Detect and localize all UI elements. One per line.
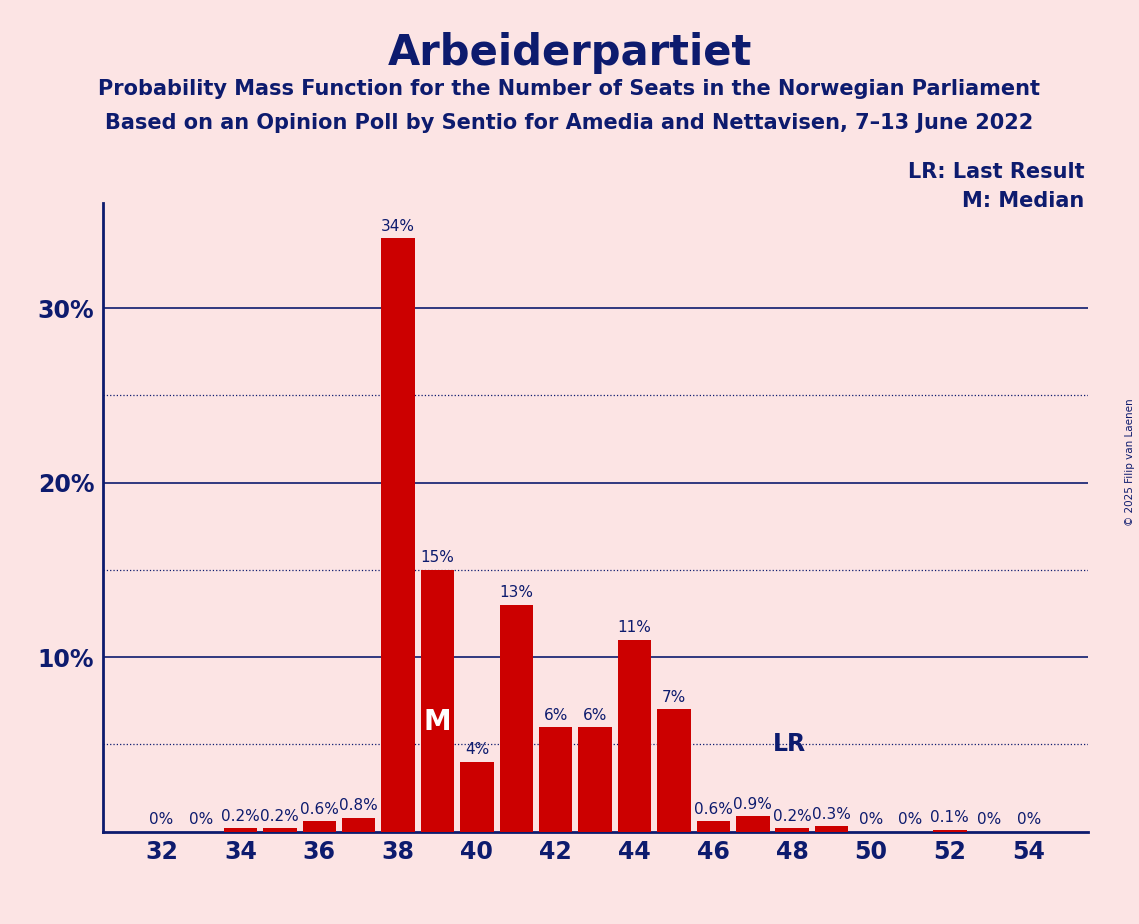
Text: M: Median: M: Median xyxy=(962,191,1084,212)
Bar xyxy=(500,604,533,832)
Text: 0.8%: 0.8% xyxy=(339,798,378,813)
Text: M: M xyxy=(424,708,451,736)
Bar xyxy=(303,821,336,832)
Text: Arbeiderpartiet: Arbeiderpartiet xyxy=(387,32,752,74)
Bar xyxy=(697,821,730,832)
Text: 0%: 0% xyxy=(977,812,1001,827)
Text: 15%: 15% xyxy=(420,551,454,565)
Bar xyxy=(776,828,809,832)
Text: 6%: 6% xyxy=(543,708,568,723)
Text: 6%: 6% xyxy=(583,708,607,723)
Bar xyxy=(736,816,770,832)
Bar xyxy=(579,727,612,832)
Text: 0%: 0% xyxy=(1016,812,1041,827)
Text: 0.6%: 0.6% xyxy=(694,802,732,817)
Text: © 2025 Filip van Laenen: © 2025 Filip van Laenen xyxy=(1125,398,1134,526)
Text: 11%: 11% xyxy=(617,620,652,636)
Text: LR: Last Result: LR: Last Result xyxy=(908,162,1084,182)
Bar xyxy=(617,639,652,832)
Bar xyxy=(539,727,573,832)
Text: 0%: 0% xyxy=(859,812,883,827)
Text: 0.2%: 0.2% xyxy=(221,808,260,824)
Text: 0.3%: 0.3% xyxy=(812,807,851,822)
Text: 0%: 0% xyxy=(149,812,174,827)
Bar xyxy=(263,828,296,832)
Text: 0%: 0% xyxy=(899,812,923,827)
Bar xyxy=(420,570,454,832)
Text: 4%: 4% xyxy=(465,742,489,758)
Text: Probability Mass Function for the Number of Seats in the Norwegian Parliament: Probability Mass Function for the Number… xyxy=(98,79,1041,99)
Text: 0.2%: 0.2% xyxy=(261,808,300,824)
Bar xyxy=(342,818,376,832)
Bar xyxy=(657,710,690,832)
Text: 7%: 7% xyxy=(662,690,686,705)
Text: 34%: 34% xyxy=(382,219,415,234)
Text: LR: LR xyxy=(772,733,805,757)
Text: Based on an Opinion Poll by Sentio for Amedia and Nettavisen, 7–13 June 2022: Based on an Opinion Poll by Sentio for A… xyxy=(106,113,1033,133)
Text: 0%: 0% xyxy=(189,812,213,827)
Text: 0.1%: 0.1% xyxy=(931,810,969,825)
Text: 13%: 13% xyxy=(499,585,533,601)
Text: 0.2%: 0.2% xyxy=(772,808,812,824)
Bar xyxy=(814,826,849,832)
Bar xyxy=(223,828,257,832)
Text: 0.6%: 0.6% xyxy=(300,802,338,817)
Bar xyxy=(460,761,493,832)
Text: 0.9%: 0.9% xyxy=(734,796,772,811)
Bar xyxy=(933,830,967,832)
Bar xyxy=(382,238,415,832)
